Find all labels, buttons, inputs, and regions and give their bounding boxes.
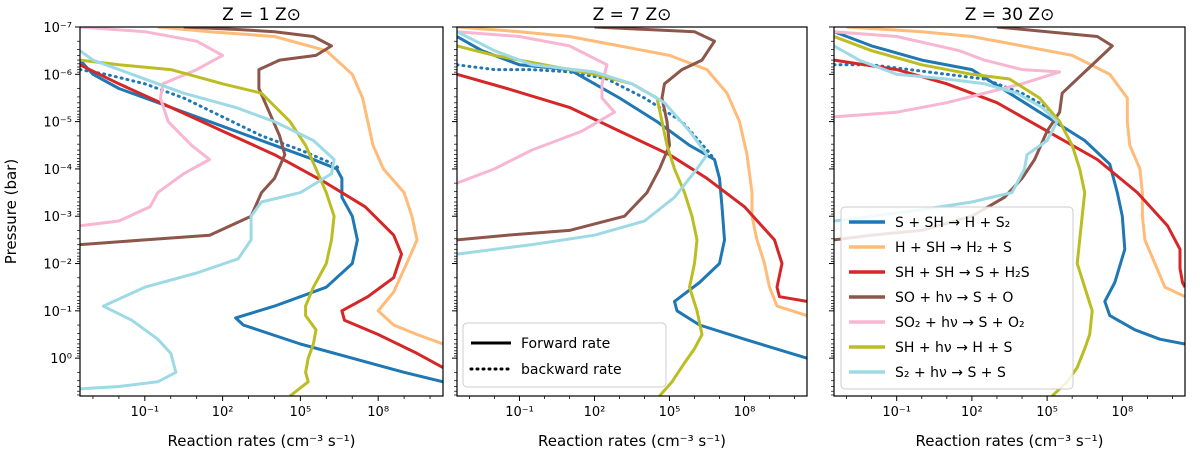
panel-title: Z = 30 Z⊙ (965, 5, 1055, 25)
panel-1: Z = 1 Z⊙ 10⁻¹ 10² 10⁵ 10⁸ 10⁻⁷ 10⁻⁶ 10⁻⁵ 10⁻⁴ 10⁻… (2, 5, 444, 450)
x-axis-label: Reaction rates (cm⁻³ s⁻¹) (916, 432, 1104, 450)
series-line-sh-h-h-s (834, 35, 1094, 396)
x-tick-label: 10² (961, 405, 983, 420)
series-line-sh-sh-s-h-s (80, 63, 443, 369)
x-tick-label: 10² (584, 405, 606, 420)
series-line-s-sh-h-s (80, 59, 443, 384)
legend-label: SO + hν → S + O (895, 290, 1013, 306)
legend-box (840, 206, 1074, 390)
legend-reactions: S + SH → H + S₂ H + SH → H₂ + S SH + SH → … (840, 206, 1074, 390)
x-tick-label: 10⁵ (290, 405, 312, 420)
legend-label: SO₂ + hν → S + O₂ (895, 315, 1025, 331)
series-line-sh-h-h-s (457, 44, 704, 396)
series-line-sh-sh-s-h-s (457, 72, 807, 303)
legend-label: H + SH → H₂ + S (895, 240, 1012, 256)
series-group (457, 27, 807, 396)
y-tick-label: 10⁻⁴ (43, 163, 72, 178)
series-line-sh-sh-s-h-s (834, 58, 1185, 288)
series-group (80, 27, 443, 396)
series-line-so-h-s-o (457, 27, 716, 242)
panel-2: Z = 7 Z⊙ 10⁻¹ 10² 10⁵ 10⁸ Reaction rates (cm⁻… (452, 5, 808, 450)
series-line-so-h-s-o (80, 27, 225, 228)
series-line-so-h-s-o (457, 30, 616, 185)
series-line-s-h-s-s (80, 49, 336, 391)
x-tick-label: 10⁻¹ (131, 405, 160, 420)
y-tick-label: 10⁻¹ (43, 305, 72, 320)
x-axis-label: Reaction rates (cm⁻³ s⁻¹) (168, 432, 356, 450)
x-tick-label: 10⁻¹ (882, 405, 911, 420)
y-tick-label: 10⁻⁷ (43, 21, 72, 36)
y-axis-label: Pressure (bar) (2, 159, 20, 264)
x-tick-label: 10⁵ (659, 405, 681, 420)
legend-label: backward rate (521, 362, 622, 378)
panel-title: Z = 1 Z⊙ (222, 5, 301, 25)
panel-3: Z = 30 Z⊙ 10⁻¹ 10² 10⁵ 10⁸ Reaction rates (cm… (829, 5, 1186, 450)
series-line-h-sh-h-s (846, 27, 1185, 299)
series-line-h-sh-h-s (157, 27, 443, 346)
series-line-s-h-s-s (834, 44, 1059, 223)
series-line-so-h-s-o (80, 27, 333, 247)
series-line-sh-h-h-s (80, 58, 336, 396)
legend-label: SH + hν → H + S (895, 340, 1013, 356)
y-tick-label: 10⁻³ (43, 210, 72, 225)
y-tick-label: 10⁻⁶ (43, 68, 72, 83)
legend-label: SH + SH → S + H₂S (895, 265, 1030, 281)
series-line-s-sh-h-s (834, 30, 1185, 346)
series-line-s-sh-backward (80, 68, 341, 171)
legend-label: S + SH → H + S₂ (895, 215, 1010, 231)
legend-label: S₂ + hν → S + S (895, 365, 1006, 381)
series-line-h-sh-h-s (457, 27, 807, 318)
y-tick-label: 10⁻⁵ (43, 116, 72, 131)
y-tick-label: 10⁰ (50, 352, 72, 367)
legend-box (462, 322, 667, 388)
x-tick-label: 10⁸ (1111, 405, 1133, 420)
y-tick-label: 10⁻² (43, 258, 72, 273)
x-tick-label: 10⁵ (1036, 405, 1058, 420)
x-tick-label: 10⁻¹ (505, 405, 534, 420)
legend-label: Forward rate (521, 336, 610, 352)
series-line-so-h-s-o (834, 30, 1062, 119)
x-tick-label: 10⁸ (734, 405, 756, 420)
legend-linestyle: Forward rate backward rate (462, 322, 667, 388)
panel-title: Z = 7 Z⊙ (593, 5, 672, 25)
x-tick-label: 10⁸ (367, 405, 389, 420)
series-line-s-h-s-s (457, 30, 709, 256)
x-tick-label: 10² (212, 405, 234, 420)
x-axis-label: Reaction rates (cm⁻³ s⁻¹) (538, 432, 726, 450)
